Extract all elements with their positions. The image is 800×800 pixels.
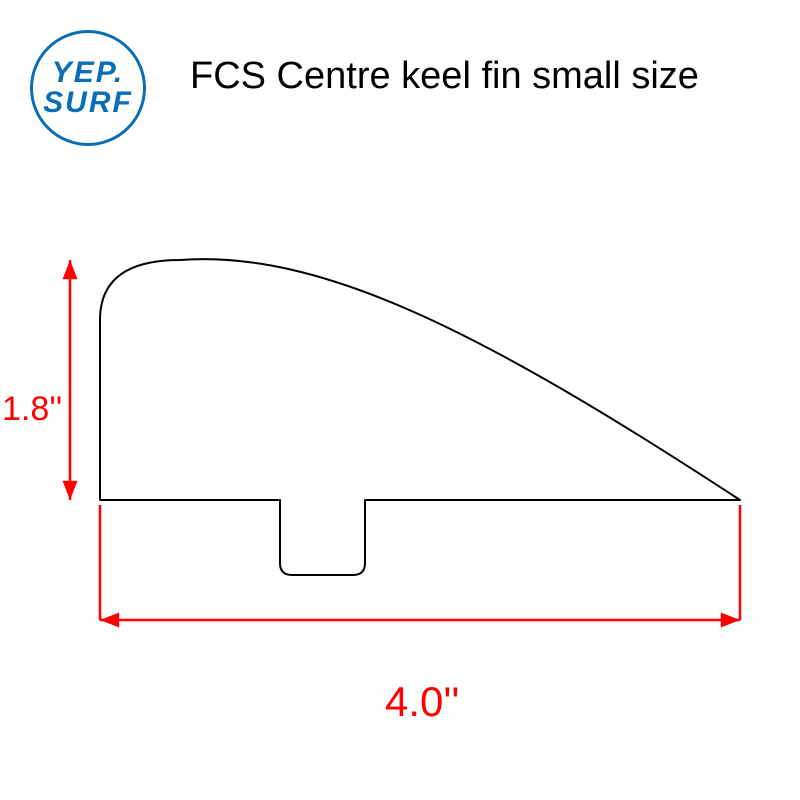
width-dim-arrow-right	[721, 613, 740, 628]
fin-outline	[100, 259, 740, 575]
height-dim-arrow-bottom	[63, 481, 78, 500]
height-dim-arrow-top	[63, 260, 78, 279]
width-dimension-label: 4.0''	[385, 678, 459, 726]
height-dimension-label: 1.8''	[2, 390, 62, 429]
width-dim-arrow-left	[100, 613, 119, 628]
